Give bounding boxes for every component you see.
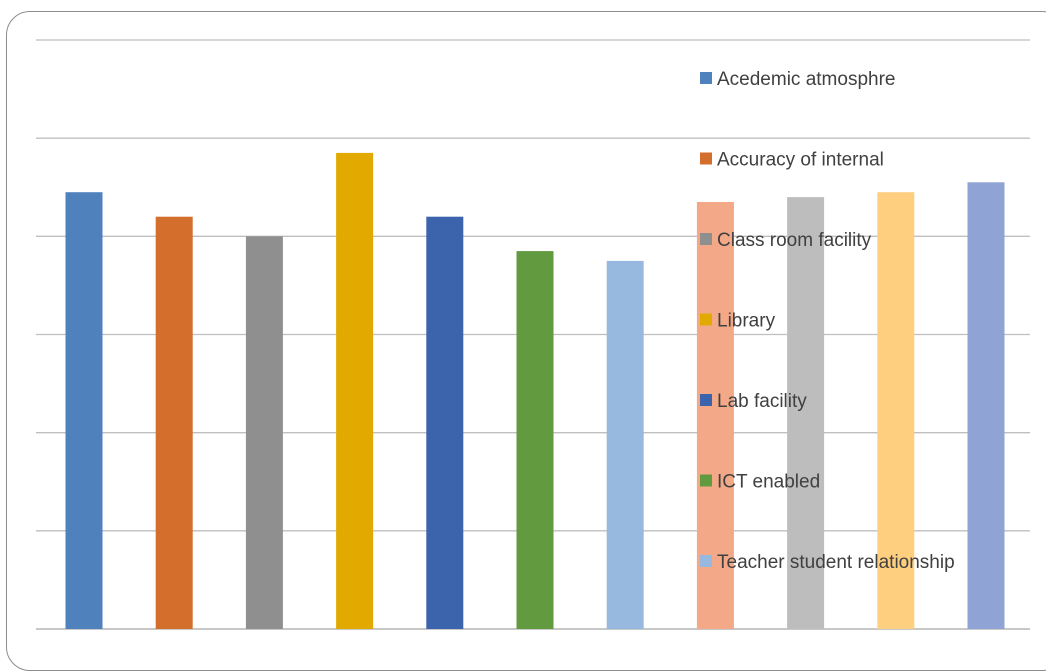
legend-swatch-7 [700,555,712,567]
legend-swatch-2 [700,152,712,165]
bars [65,152,1005,630]
legend-swatch-1 [700,72,712,84]
legend-label-4: Library [717,311,776,332]
bar-5 [426,216,464,629]
legend-label-6: ICT enabled [717,472,820,493]
bar-6 [516,251,554,629]
legend-swatch-3 [700,233,712,245]
bar-4 [336,152,374,629]
bar-3 [245,236,283,630]
bar-2 [155,216,193,629]
legend-label-5: Lab facility [717,391,807,412]
legend-swatch-6 [700,474,712,487]
bar-1 [65,192,103,629]
legend: Acedemic atmosphre Accuracy of internal Cl… [700,69,955,573]
bar-chart: Acedemic atmosphre Accuracy of internal Cl… [36,39,1030,630]
legend-label-1: Acedemic atmosphre [717,69,895,90]
bar-9 [787,197,825,629]
legend-swatch-4 [700,313,712,326]
legend-label-3: Class room facility [717,230,872,251]
bar-10 [877,192,915,629]
legend-label-2: Accuracy of internal [717,150,884,171]
legend-label-7: Teacher student relationship [717,552,955,573]
legend-swatch-5 [700,394,712,406]
bar-11 [967,182,1005,630]
bar-7 [606,260,644,629]
